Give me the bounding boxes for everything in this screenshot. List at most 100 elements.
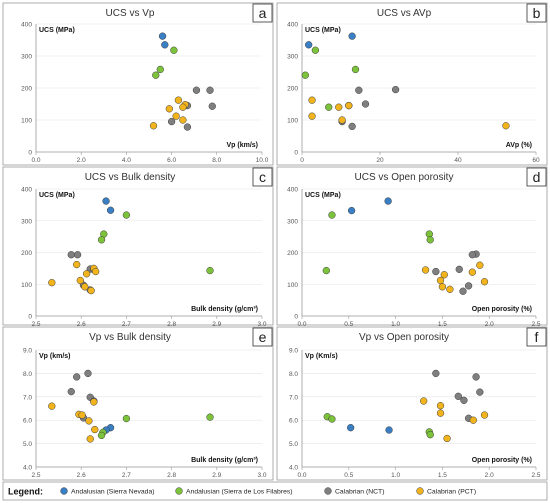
panel-frame — [2, 166, 274, 326]
legend-marker — [324, 487, 332, 495]
data-point — [192, 86, 201, 94]
data-point — [420, 397, 428, 405]
y-tick-label: 300 — [287, 218, 298, 225]
series-2 — [322, 211, 434, 275]
data-point — [308, 96, 316, 104]
x-tick-label: 2.9 — [212, 472, 221, 479]
y-tick-label: 400 — [21, 187, 32, 194]
y-tick-label: 7.0 — [289, 394, 298, 401]
data-point — [206, 266, 214, 275]
data-point — [208, 102, 216, 110]
y-tick-label: 4.0 — [289, 465, 298, 472]
x-tick-label: 1.0 — [391, 321, 400, 328]
y-axis-label: Vp (Km/s) — [305, 353, 338, 360]
data-point — [325, 103, 333, 111]
series-4 — [421, 261, 489, 293]
chart-panel-c: UCS vs Bulk density c 0 100 200 300 400 2.5 2.6 2… — [2, 166, 274, 328]
legend-marker — [416, 487, 424, 495]
data-point — [440, 271, 448, 279]
series-4 — [308, 96, 510, 130]
data-point — [165, 105, 173, 113]
y-tick-label: 200 — [287, 250, 298, 257]
x-tick-label: 10.0 — [256, 157, 269, 164]
x-tick-label: 0.0 — [297, 321, 306, 328]
data-point — [81, 283, 89, 291]
series-1 — [102, 197, 115, 214]
data-point — [438, 283, 447, 291]
data-point — [87, 286, 95, 295]
y-tick-label: 400 — [287, 22, 298, 29]
x-axis-label: Vp (km/s) — [226, 142, 258, 149]
x-tick-label: 40 — [454, 157, 462, 164]
data-point — [328, 415, 336, 423]
y-tick-label: 100 — [287, 118, 298, 125]
data-point — [391, 85, 400, 94]
x-tick-label: 2.8 — [167, 472, 176, 479]
data-point — [480, 278, 489, 286]
data-point — [502, 122, 510, 130]
data-point — [351, 65, 360, 74]
data-point — [122, 414, 131, 423]
y-tick-label: 9.0 — [23, 348, 32, 355]
panel-frame — [2, 2, 274, 166]
y-tick-label: 200 — [21, 86, 32, 93]
data-point — [480, 411, 489, 419]
panel-letter-box — [252, 167, 273, 187]
data-point — [149, 122, 158, 130]
x-axis-label: Bulk density (g/cm³) — [191, 306, 258, 313]
data-point — [305, 41, 313, 49]
series-4 — [149, 96, 189, 130]
panel-frame — [276, 166, 548, 326]
panel-letter: a — [259, 5, 267, 21]
panel-letter: f — [535, 329, 539, 345]
panel-frame — [276, 2, 548, 166]
y-tick-label: 6.0 — [289, 418, 298, 425]
data-point — [426, 431, 434, 439]
panel-letter-box — [526, 327, 547, 347]
chart-title: UCS vs Bulk density — [85, 172, 176, 183]
y-tick-label: 7.0 — [23, 394, 32, 401]
x-axis-label: Open porosity (%) — [472, 457, 532, 464]
series-1 — [305, 32, 356, 49]
y-tick-label: 5.0 — [23, 441, 32, 448]
data-point — [161, 41, 169, 49]
x-tick-label: 2.0 — [485, 321, 494, 328]
data-point — [421, 266, 430, 274]
data-point — [158, 32, 167, 40]
data-point — [385, 426, 393, 434]
x-tick-label: 2.5 — [31, 321, 40, 328]
x-tick-label: 2.8 — [167, 321, 176, 328]
data-point — [454, 392, 462, 400]
legend: Legend: Andalusian (Sierra Nevada) Andalus… — [2, 481, 548, 501]
x-tick-label: 2.6 — [77, 321, 86, 328]
data-point — [73, 373, 81, 381]
y-axis-label: UCS (MPa) — [305, 192, 341, 199]
data-point — [348, 122, 356, 131]
chart-title: UCS vs Vp — [106, 8, 155, 19]
y-axis-label: UCS (MPa) — [39, 192, 75, 199]
data-point — [86, 435, 94, 443]
data-point — [85, 417, 93, 425]
x-tick-label: 2.6 — [77, 472, 86, 479]
chart-panel-d: UCS vs Open porosity d 0 100 200 300 400 0.0 0.5… — [276, 166, 548, 328]
y-axis-label: UCS (MPa) — [39, 27, 75, 34]
data-point — [170, 46, 178, 54]
chart-title: UCS vs AVp — [377, 8, 432, 19]
data-point — [102, 197, 110, 205]
y-tick-label: 100 — [21, 282, 32, 289]
chart-panel-f: Vp vs Open porosity f 4.0 5.0 6.0 7.0 8.0 9.0 0.… — [276, 326, 548, 481]
y-tick-label: 100 — [287, 282, 298, 289]
x-tick-label: 2.7 — [122, 321, 131, 328]
series-1 — [158, 32, 169, 49]
data-point — [432, 267, 440, 276]
legend-label: Andalusian (Sierra de Los Filabres) — [186, 489, 293, 496]
data-point — [97, 236, 106, 244]
series-2 — [323, 413, 434, 439]
data-point — [384, 197, 392, 205]
series-2 — [97, 413, 214, 440]
data-point — [348, 32, 356, 40]
y-tick-label: 400 — [287, 187, 298, 194]
data-point — [172, 112, 180, 120]
data-point — [338, 116, 346, 124]
x-axis-label: Open porosity (%) — [472, 306, 532, 313]
